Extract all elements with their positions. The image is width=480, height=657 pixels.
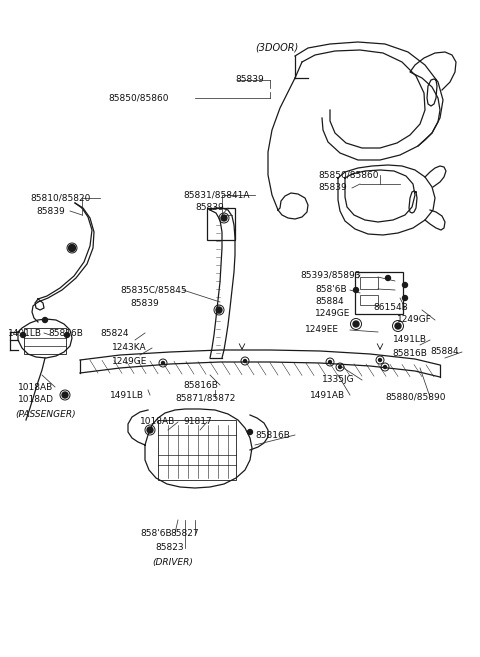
Text: 85850/85860: 85850/85860 (318, 171, 379, 179)
Text: 85871/85872: 85871/85872 (175, 394, 235, 403)
Circle shape (216, 307, 222, 313)
Circle shape (338, 365, 341, 369)
Text: 85816B: 85816B (48, 328, 83, 338)
Text: 85816B: 85816B (255, 430, 290, 440)
Text: 1018AB: 1018AB (140, 417, 175, 426)
Text: 1491LB: 1491LB (110, 390, 144, 399)
Text: 91817: 91817 (183, 417, 212, 426)
Text: 85824: 85824 (100, 328, 129, 338)
Text: 85839: 85839 (195, 204, 224, 212)
Text: (DRIVER): (DRIVER) (152, 558, 193, 566)
Text: 1491LB: 1491LB (393, 336, 427, 344)
Bar (360, 295, 378, 305)
Circle shape (403, 283, 408, 288)
Text: 1243KA: 1243KA (112, 344, 146, 353)
Circle shape (43, 317, 48, 323)
Text: 85884: 85884 (315, 298, 344, 307)
Circle shape (385, 275, 391, 281)
Text: 1018AD: 1018AD (18, 394, 54, 403)
Circle shape (62, 392, 68, 398)
Text: 1491LB: 1491LB (8, 328, 42, 338)
Circle shape (243, 359, 247, 363)
Circle shape (379, 359, 382, 361)
Text: (PASSENGER): (PASSENGER) (15, 411, 76, 420)
Text: 85850/85860: 85850/85860 (108, 93, 168, 102)
Text: 85823: 85823 (155, 543, 184, 553)
Text: 858'6B: 858'6B (140, 528, 172, 537)
Text: 85393/85893: 85393/85893 (300, 271, 360, 279)
Text: 85839: 85839 (130, 298, 159, 307)
Text: 85816B: 85816B (392, 350, 427, 359)
Text: 85827: 85827 (170, 528, 199, 537)
Circle shape (403, 296, 408, 300)
Bar (158, 420, 236, 480)
Circle shape (69, 244, 75, 252)
Text: 85810/85820: 85810/85820 (30, 194, 90, 202)
Text: 1491AB: 1491AB (310, 390, 345, 399)
Circle shape (248, 430, 252, 434)
Text: 1249GE: 1249GE (112, 357, 147, 365)
Circle shape (353, 321, 359, 327)
Circle shape (395, 323, 401, 329)
Circle shape (161, 361, 165, 365)
Circle shape (21, 332, 25, 338)
Text: (3DOOR): (3DOOR) (255, 43, 298, 53)
Text: 85831/85841A: 85831/85841A (183, 191, 250, 200)
Circle shape (384, 365, 386, 369)
Text: 85839: 85839 (36, 206, 65, 215)
Circle shape (147, 427, 153, 433)
Bar (355, 272, 403, 314)
Text: 86154B: 86154B (373, 304, 408, 313)
Text: 1249GF: 1249GF (397, 315, 432, 325)
Circle shape (221, 215, 227, 221)
Text: 85835C/85845: 85835C/85845 (120, 286, 187, 294)
Bar (24, 328, 66, 354)
Text: 85880/85890: 85880/85890 (385, 392, 445, 401)
Text: 1249EE: 1249EE (305, 325, 339, 334)
Circle shape (353, 288, 359, 292)
Text: 85839: 85839 (318, 183, 347, 193)
Text: 85816B: 85816B (183, 380, 218, 390)
Text: 1249GE: 1249GE (315, 309, 350, 319)
Circle shape (64, 332, 70, 338)
Text: 85839: 85839 (235, 76, 264, 85)
Text: 1018AB: 1018AB (18, 382, 53, 392)
Text: 1335JG: 1335JG (322, 376, 355, 384)
Bar (360, 277, 378, 289)
Text: 85884: 85884 (430, 348, 458, 357)
Bar (207, 208, 235, 240)
Text: 858'6B: 858'6B (315, 286, 347, 294)
Circle shape (328, 361, 332, 363)
